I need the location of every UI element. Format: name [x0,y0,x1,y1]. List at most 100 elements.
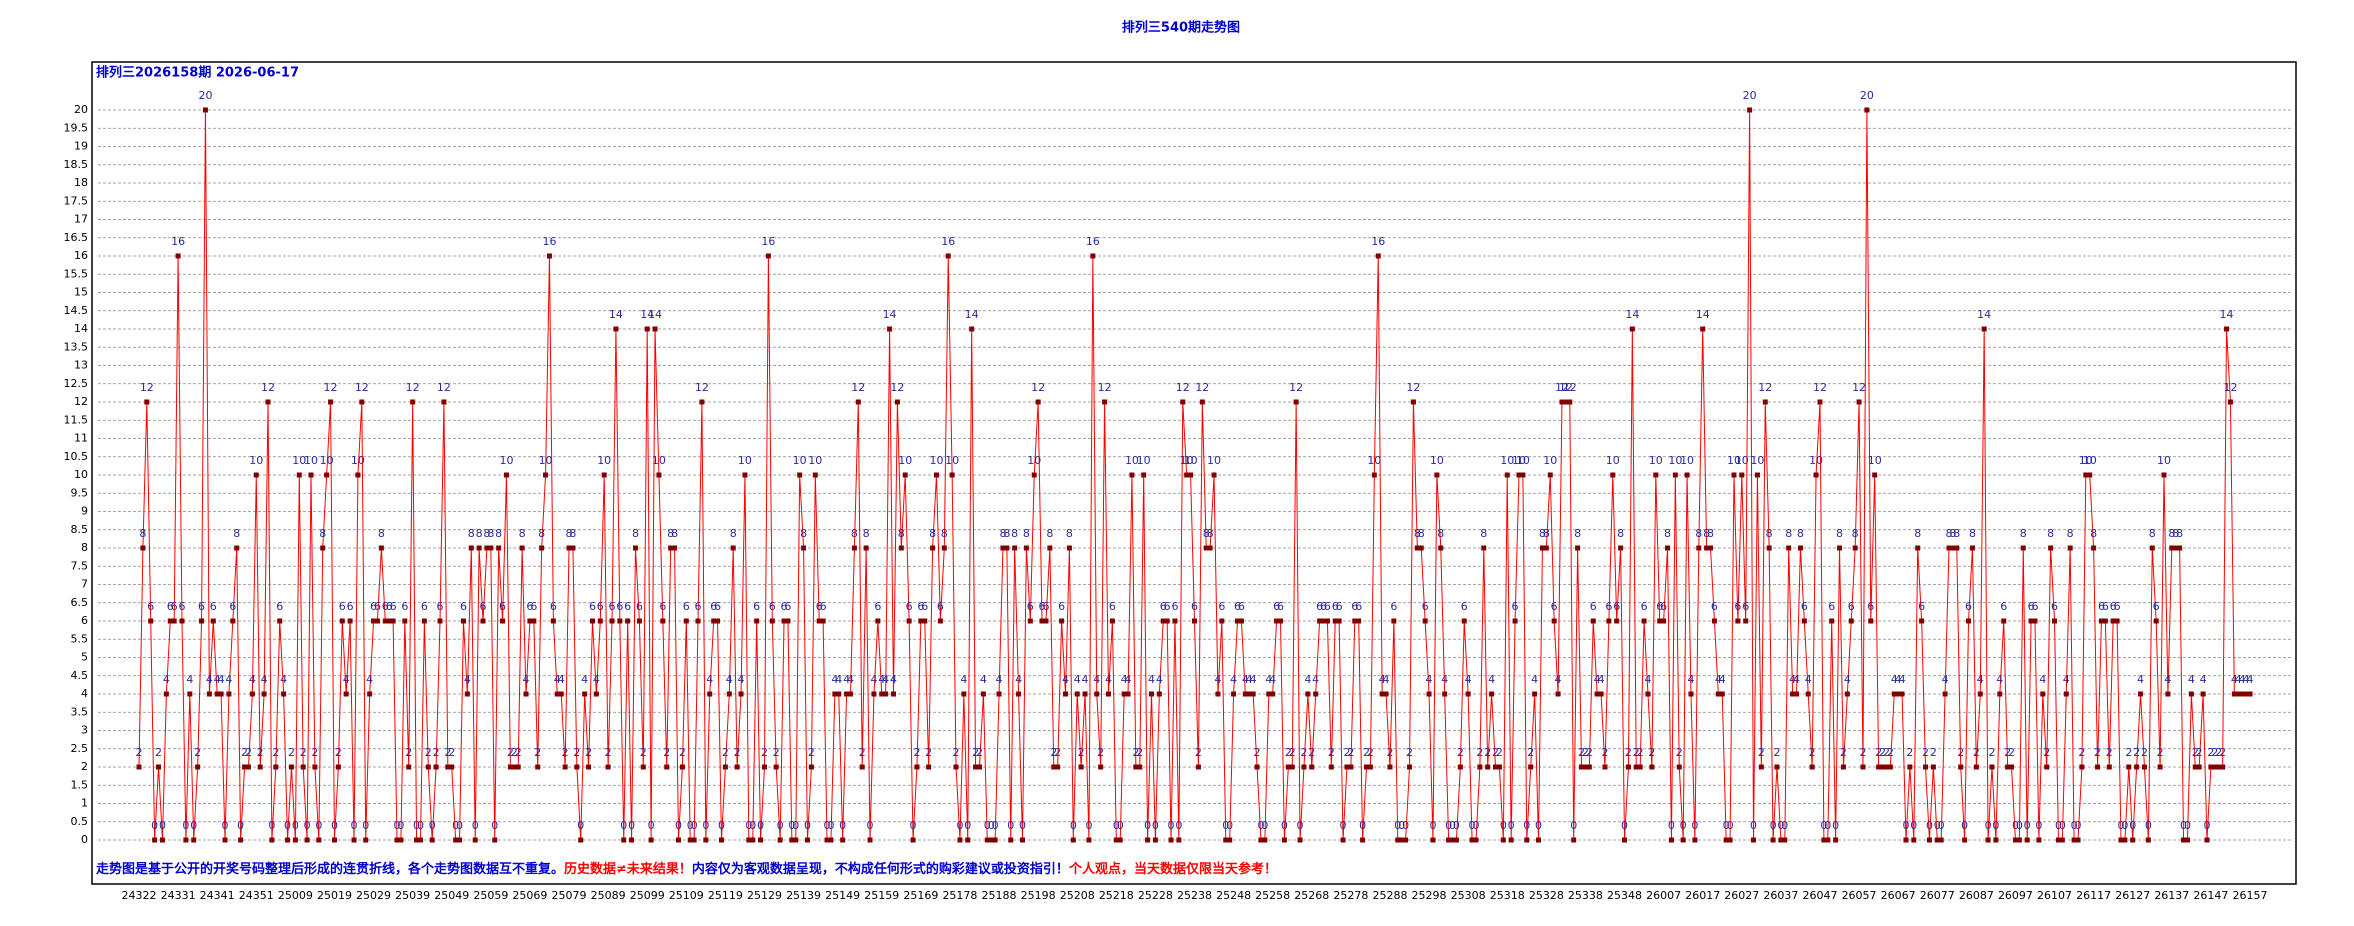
data-point [1590,618,1596,624]
data-point [1981,326,1987,332]
data-label: 0 [1824,819,1831,832]
data-point [1383,691,1389,697]
y-tick-label: 8.5 [71,523,89,536]
data-label: 6 [1918,600,1925,613]
data-label: 6 [710,600,717,613]
data-point [1481,545,1487,551]
data-point [410,399,416,405]
data-label: 0 [1402,819,1409,832]
data-label: 0 [351,819,358,832]
data-point [269,837,275,843]
data-label: 16 [171,235,185,248]
data-point [1758,764,1764,770]
data-point [1891,691,1897,697]
data-point [2028,618,2034,624]
data-label: 0 [2121,819,2128,832]
data-point [414,837,420,843]
data-label: 6 [609,600,616,613]
y-tick-label: 8 [81,541,88,554]
data-point [304,837,310,843]
data-label: 0 [1175,819,1182,832]
data-point [1164,618,1170,624]
data-label: 4 [1015,673,1022,686]
data-label: 2 [2133,746,2140,759]
data-point [851,545,857,551]
data-label: 8 [1953,527,1960,540]
data-label: 6 [1656,600,1663,613]
data-label: 16 [761,235,775,248]
data-label: 2 [1484,746,1491,759]
data-point [1598,691,1604,697]
data-point [961,691,967,697]
data-point [144,399,150,405]
data-point [570,545,576,551]
data-label: 2 [433,746,440,759]
data-point [1973,764,1979,770]
data-point [613,326,619,332]
data-point [1813,472,1819,478]
x-tick-label: 25278 [1333,889,1368,902]
data-point [546,253,552,259]
data-label: 4 [1465,673,1472,686]
data-point [1692,837,1698,843]
data-point [1039,618,1045,624]
data-label: 2 [1988,746,1995,759]
data-label: 6 [1461,600,1468,613]
data-point [261,691,267,697]
data-point [1426,691,1432,697]
data-label: 0 [1117,819,1124,832]
x-tick-label: 25198 [1021,889,1056,902]
data-point [199,618,205,624]
data-point [1528,764,1534,770]
data-point [1305,691,1311,697]
data-label: 2 [194,746,201,759]
data-point [1399,837,1405,843]
data-label: 0 [1770,819,1777,832]
data-point [1324,618,1330,624]
data-label: 6 [589,600,596,613]
data-point [941,545,947,551]
data-point [1524,837,1530,843]
data-label: 2 [1285,746,1292,759]
x-tick-label: 25348 [1607,889,1642,902]
data-label: 6 [1039,600,1046,613]
data-label: 12 [1195,381,1209,394]
data-label: 6 [1160,600,1167,613]
data-point [1582,764,1588,770]
data-label: 8 [671,527,678,540]
data-point [1125,691,1131,697]
data-point [433,764,439,770]
data-label: 8 [1046,527,1053,540]
data-point [808,764,814,770]
data-point [965,837,971,843]
data-point [234,545,240,551]
data-label: 6 [1848,600,1855,613]
data-point [969,326,975,332]
data-point [1375,253,1381,259]
data-point [765,253,771,259]
data-point [2188,691,2194,697]
data-label: 14 [1625,308,1639,321]
data-label: 12 [695,381,709,394]
data-point [918,618,924,624]
data-label: 0 [988,819,995,832]
data-label: 10 [1668,454,1682,467]
data-point [1563,399,1569,405]
data-point [468,545,474,551]
data-point [734,764,740,770]
data-label: 4 [843,673,850,686]
data-label: 6 [1605,600,1612,613]
data-point [1653,472,1659,478]
data-point [1907,764,1913,770]
data-label: 10 [945,454,959,467]
data-point [1520,472,1526,478]
data-point [832,691,838,697]
data-point [148,618,154,624]
data-point [902,472,908,478]
y-tick-label: 2.5 [71,742,89,755]
y-tick-label: 3 [81,724,88,737]
x-tick-label: 25238 [1177,889,1212,902]
data-point [1766,545,1772,551]
data-label: 0 [648,819,655,832]
